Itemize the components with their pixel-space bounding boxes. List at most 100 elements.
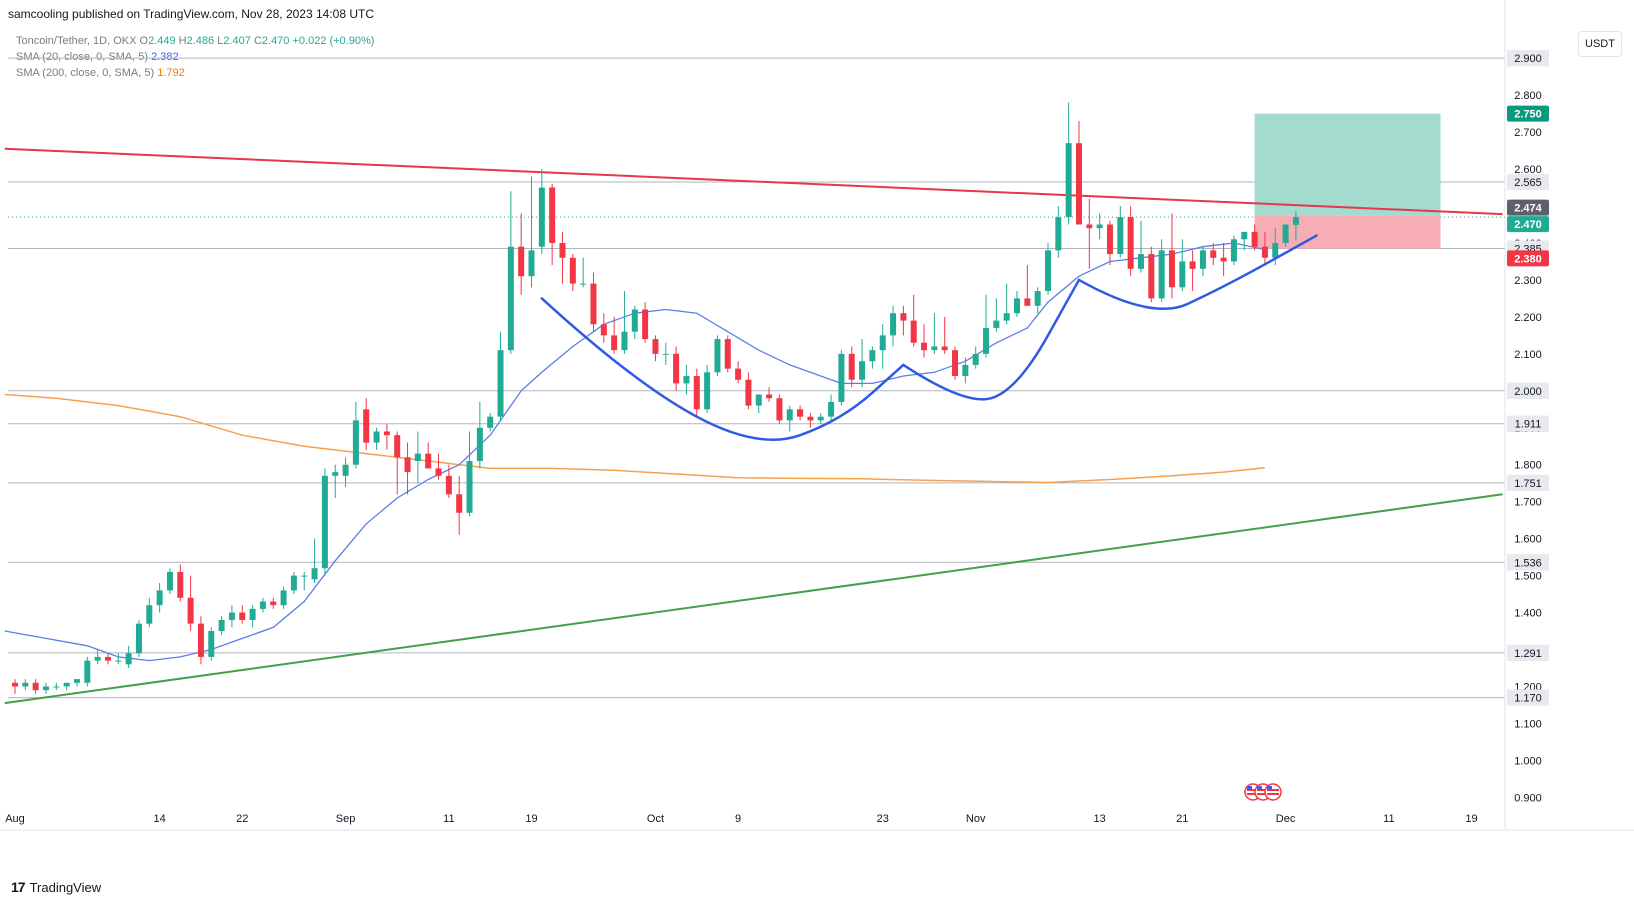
open-label: O <box>139 35 149 47</box>
price-tick-7: 1.600 <box>1514 534 1542 546</box>
candle-body-94 <box>983 327 990 354</box>
candle-100 <box>1045 242 1051 295</box>
price-axis[interactable]: 2.9002.5652.3852.0001.9111.7511.5361.291… <box>1504 0 1549 830</box>
price-tick-18: 2.700 <box>1514 127 1542 139</box>
candle-body-35 <box>373 431 380 443</box>
candle-5 <box>63 682 70 691</box>
resistance-line <box>4 147 1503 216</box>
candle-102 <box>1065 102 1072 225</box>
candle-body-90 <box>941 346 948 351</box>
candle-55 <box>580 257 587 288</box>
candle-body-78 <box>817 416 824 421</box>
candle-56 <box>590 272 597 332</box>
candle-80 <box>838 350 845 406</box>
candle-9 <box>104 653 111 665</box>
candle-64 <box>673 346 680 391</box>
close-value: 2.470 <box>261 35 290 47</box>
candle-119 <box>1241 231 1248 251</box>
candle-35 <box>373 427 380 450</box>
candle-28 <box>301 571 308 591</box>
candle-92 <box>962 357 969 384</box>
candle-62 <box>652 335 659 362</box>
position-zones <box>1254 113 1441 249</box>
event-flag-stripe-a-2 <box>1267 789 1279 791</box>
candle-78 <box>817 412 824 425</box>
candle-11 <box>125 645 132 669</box>
candle-body-89 <box>931 346 938 351</box>
candle-body-116 <box>1210 250 1217 258</box>
candle-body-63 <box>662 353 669 355</box>
price-tick-0: 0.900 <box>1514 792 1542 804</box>
candle-53 <box>559 231 566 284</box>
candle-94 <box>983 294 990 358</box>
level-badge-top-3 <box>1507 382 1549 399</box>
candle-32 <box>342 457 349 487</box>
candle-103 <box>1075 121 1082 225</box>
sma200-row: SMA (200, close, 0, SMA, 5) 1.792 <box>16 65 374 81</box>
tradingview-logo[interactable]: 17 TradingView <box>11 879 101 895</box>
candle-body-93 <box>972 353 979 365</box>
candle-104 <box>1086 198 1093 269</box>
candle-45 <box>476 401 483 469</box>
price-badge-0 <box>1507 105 1549 122</box>
horizontal-levels <box>8 57 1505 699</box>
candle-47 <box>497 331 504 421</box>
price-tick-8: 1.700 <box>1514 497 1542 509</box>
candle-61 <box>642 302 649 343</box>
candle-body-111 <box>1158 250 1165 299</box>
candle-body-92 <box>962 364 969 377</box>
candle-body-38 <box>404 457 411 473</box>
currency-unit-button[interactable]: USDT <box>1578 31 1622 57</box>
candle-body-9 <box>104 656 111 661</box>
event-markers[interactable] <box>1244 783 1282 801</box>
candle-115 <box>1199 246 1206 277</box>
candle-111 <box>1158 239 1165 303</box>
candle-10 <box>115 653 122 665</box>
candle-49 <box>518 213 525 295</box>
candle-110 <box>1148 246 1155 303</box>
price-chart[interactable]: 2.9002.5652.3852.0001.9111.7511.5361.291… <box>0 0 1634 870</box>
event-flag-canton-1 <box>1257 786 1262 790</box>
candle-body-107 <box>1117 217 1124 255</box>
candle-body-108 <box>1127 217 1134 269</box>
stop-zone <box>1254 215 1441 249</box>
time-tick-13: 11 <box>1383 813 1394 825</box>
low-label: L <box>217 35 224 47</box>
candle-83 <box>869 346 876 369</box>
price-badge-3 <box>1507 250 1549 267</box>
candle-body-98 <box>1024 298 1031 306</box>
candle-body-60 <box>631 309 638 332</box>
event-flag-stripe-b-1 <box>1257 793 1269 795</box>
low-value: 2.407 <box>223 35 251 47</box>
time-axis[interactable]: Aug 14 22 Sep 11 19 Oct 9 23 Nov 13 21 Dec 11 19 <box>0 813 1634 831</box>
candle-body-74 <box>776 398 783 421</box>
candle-body-7 <box>84 660 91 683</box>
candle-105 <box>1096 213 1103 240</box>
candle-body-19 <box>208 631 215 657</box>
candle-body-43 <box>456 494 463 513</box>
candle-body-69 <box>724 339 731 369</box>
candle-121 <box>1261 231 1268 266</box>
candle-body-124 <box>1292 217 1299 225</box>
candle-body-13 <box>146 605 153 624</box>
candle-body-57 <box>600 324 607 336</box>
time-tick-4: 11 <box>443 813 454 825</box>
candle-31 <box>332 464 339 498</box>
candle-body-50 <box>528 250 535 277</box>
candle-body-77 <box>807 416 814 421</box>
candle-75 <box>786 405 793 432</box>
candle-body-106 <box>1106 224 1113 255</box>
candle-63 <box>662 342 669 365</box>
candle-14 <box>156 583 163 613</box>
candle-23 <box>249 605 256 628</box>
candle-body-23 <box>249 608 256 620</box>
candle-body-21 <box>228 612 235 620</box>
candle-body-87 <box>910 320 917 343</box>
candle-body-40 <box>425 453 432 469</box>
level-badge-top-7 <box>1507 644 1549 661</box>
candle-body-112 <box>1168 250 1175 288</box>
price-badge-1 <box>1507 199 1549 216</box>
candle-86 <box>900 305 907 336</box>
candle-body-82 <box>859 361 866 380</box>
candle-body-55 <box>580 283 587 285</box>
